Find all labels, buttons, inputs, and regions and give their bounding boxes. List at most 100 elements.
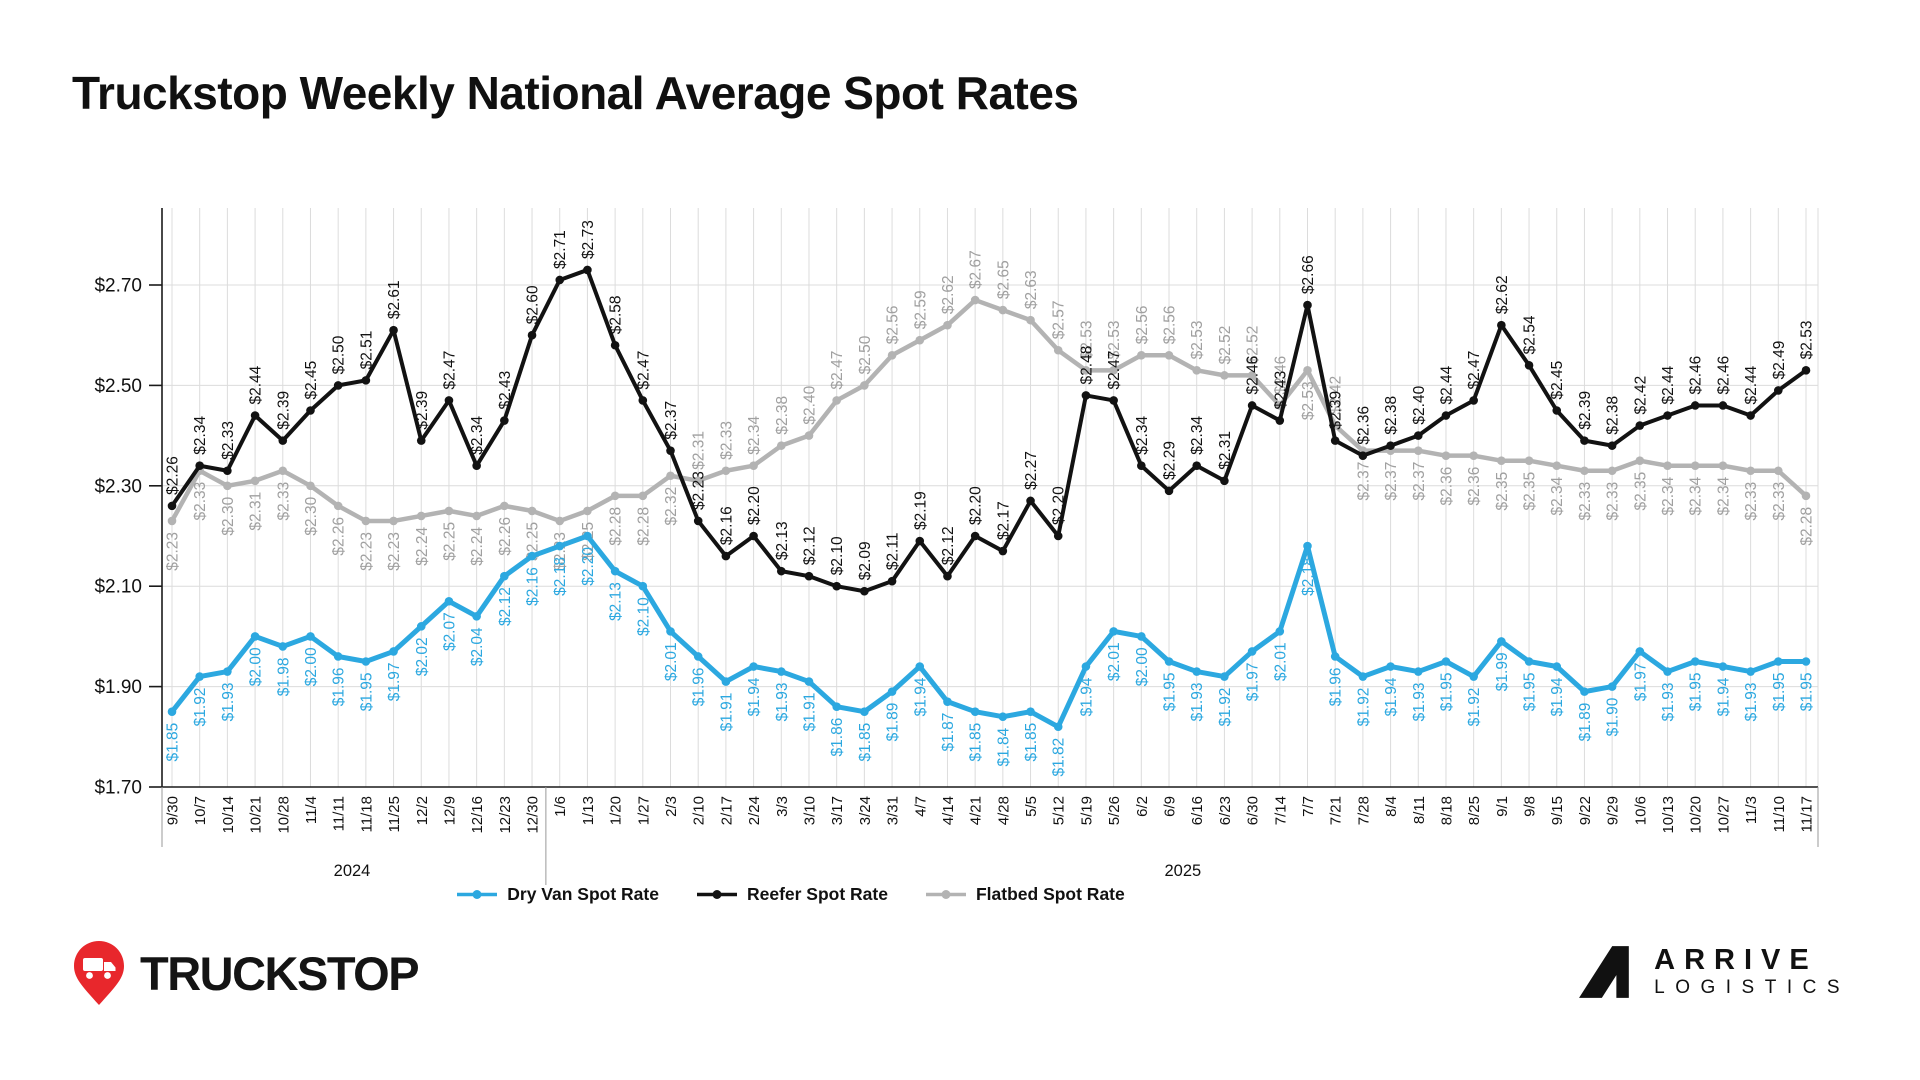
svg-text:12/16: 12/16: [469, 796, 486, 834]
svg-text:$2.16: $2.16: [718, 506, 735, 545]
svg-text:$1.89: $1.89: [1577, 703, 1594, 742]
svg-text:$1.95: $1.95: [1438, 673, 1455, 712]
svg-text:$2.20: $2.20: [1051, 486, 1068, 525]
svg-text:$1.91: $1.91: [718, 693, 735, 732]
svg-text:$2.25: $2.25: [580, 522, 597, 561]
legend-item-dry-van: Dry Van Spot Rate: [455, 884, 659, 905]
svg-text:$2.31: $2.31: [248, 492, 265, 531]
svg-text:$2.10: $2.10: [94, 577, 142, 598]
svg-text:$2.50: $2.50: [94, 376, 142, 397]
svg-text:$2.00: $2.00: [248, 647, 265, 686]
svg-text:$2.29: $2.29: [1162, 441, 1179, 480]
svg-text:$1.93: $1.93: [1411, 683, 1428, 722]
svg-text:$2.38: $2.38: [1605, 396, 1622, 435]
dry-van-line-marker-icon: [457, 890, 498, 899]
svg-text:$1.92: $1.92: [1466, 688, 1483, 727]
svg-text:$2.33: $2.33: [220, 421, 237, 460]
svg-text:6/23: 6/23: [1217, 796, 1234, 825]
svg-text:$1.84: $1.84: [995, 727, 1012, 766]
svg-text:$2.13: $2.13: [608, 582, 625, 621]
svg-text:5/19: 5/19: [1078, 796, 1095, 825]
svg-text:$1.99: $1.99: [1494, 652, 1511, 691]
svg-text:$2.47: $2.47: [1466, 351, 1483, 390]
chart-title: Truckstop Weekly National Average Spot R…: [72, 67, 1079, 119]
svg-text:$2.35: $2.35: [1632, 472, 1649, 511]
svg-text:$1.85: $1.85: [857, 723, 874, 762]
svg-text:2/10: 2/10: [691, 796, 708, 825]
svg-text:11/17: 11/17: [1799, 796, 1816, 832]
svg-text:$2.56: $2.56: [1134, 305, 1151, 344]
year-axis: 2024 2025: [161, 787, 1819, 885]
svg-text:$2.47: $2.47: [441, 351, 458, 390]
legend-label-dry-van: Dry Van Spot Rate: [507, 884, 659, 904]
svg-text:$2.31: $2.31: [691, 431, 708, 470]
svg-text:3/17: 3/17: [829, 796, 846, 825]
svg-text:$2.33: $2.33: [718, 421, 735, 460]
svg-text:11/10: 11/10: [1771, 796, 1788, 832]
svg-text:$2.61: $2.61: [386, 280, 403, 319]
svg-text:10/28: 10/28: [275, 796, 292, 834]
svg-text:$2.26: $2.26: [165, 456, 182, 495]
truckstop-wordmark: TRUCKSTOP: [140, 946, 420, 1000]
svg-text:$2.56: $2.56: [1162, 305, 1179, 344]
svg-text:$1.97: $1.97: [1245, 662, 1262, 701]
svg-text:$2.45: $2.45: [303, 361, 320, 400]
svg-text:$2.35: $2.35: [1494, 472, 1511, 511]
svg-text:4/28: 4/28: [995, 796, 1012, 825]
x-axis-labels: 9/30 10/7 10/14 10/21 10/28 11/4 11/11 11/18 11/…: [165, 796, 1816, 834]
svg-text:$2.20: $2.20: [580, 547, 597, 586]
svg-text:9/8: 9/8: [1522, 796, 1539, 817]
svg-text:$2.37: $2.37: [1383, 462, 1400, 501]
svg-text:$1.94: $1.94: [1715, 677, 1732, 716]
svg-text:$2.10: $2.10: [635, 597, 652, 636]
svg-text:$1.85: $1.85: [968, 723, 985, 762]
svg-text:$1.98: $1.98: [275, 657, 292, 696]
svg-text:$1.97: $1.97: [1632, 662, 1649, 701]
svg-text:$2.56: $2.56: [885, 305, 902, 344]
svg-text:10/27: 10/27: [1715, 796, 1732, 834]
svg-text:9/1: 9/1: [1494, 796, 1511, 817]
svg-text:$2.24: $2.24: [414, 527, 431, 566]
svg-text:$1.95: $1.95: [1771, 673, 1788, 712]
svg-text:12/2: 12/2: [414, 796, 431, 825]
svg-text:$2.23: $2.23: [691, 471, 708, 510]
svg-text:$2.38: $2.38: [1383, 396, 1400, 435]
svg-text:$1.93: $1.93: [220, 683, 237, 722]
svg-text:$2.00: $2.00: [303, 647, 320, 686]
svg-text:$2.63: $2.63: [1023, 270, 1040, 309]
svg-text:$2.34: $2.34: [1660, 476, 1677, 515]
svg-text:7/14: 7/14: [1272, 796, 1289, 825]
svg-text:$2.34: $2.34: [469, 416, 486, 455]
svg-text:$1.95: $1.95: [1799, 673, 1816, 712]
svg-text:$1.95: $1.95: [1688, 673, 1705, 712]
svg-text:$2.20: $2.20: [746, 486, 763, 525]
svg-text:2025: 2025: [1165, 862, 1202, 880]
svg-text:4/14: 4/14: [940, 796, 957, 825]
svg-text:1/6: 1/6: [552, 796, 569, 817]
svg-text:$2.54: $2.54: [1522, 315, 1539, 354]
svg-text:$2.47: $2.47: [1106, 351, 1123, 390]
svg-text:2/24: 2/24: [746, 796, 763, 825]
svg-text:$2.32: $2.32: [663, 487, 680, 526]
svg-text:5/26: 5/26: [1106, 796, 1123, 825]
svg-text:$2.28: $2.28: [1799, 507, 1816, 546]
svg-text:$2.44: $2.44: [1743, 365, 1760, 404]
svg-text:$2.46: $2.46: [1272, 356, 1289, 395]
arrive-wordmark: ARRIVE: [1654, 943, 1818, 976]
svg-text:5/5: 5/5: [1023, 796, 1040, 817]
svg-text:$2.53: $2.53: [1106, 321, 1123, 360]
svg-text:6/16: 6/16: [1189, 796, 1206, 825]
arrive-mark-icon: [1579, 946, 1629, 998]
svg-text:$2.23: $2.23: [552, 532, 569, 571]
svg-text:$1.97: $1.97: [386, 662, 403, 701]
reefer-line-marker-icon: [696, 890, 737, 899]
svg-text:$1.93: $1.93: [1660, 683, 1677, 722]
svg-text:$1.94: $1.94: [1549, 677, 1566, 716]
svg-text:$2.01: $2.01: [663, 642, 680, 681]
svg-text:10/21: 10/21: [248, 796, 265, 834]
svg-text:$2.18: $2.18: [1300, 557, 1317, 596]
svg-text:$2.28: $2.28: [608, 507, 625, 546]
svg-text:$2.52: $2.52: [1217, 326, 1234, 365]
svg-text:$1.85: $1.85: [165, 723, 182, 762]
